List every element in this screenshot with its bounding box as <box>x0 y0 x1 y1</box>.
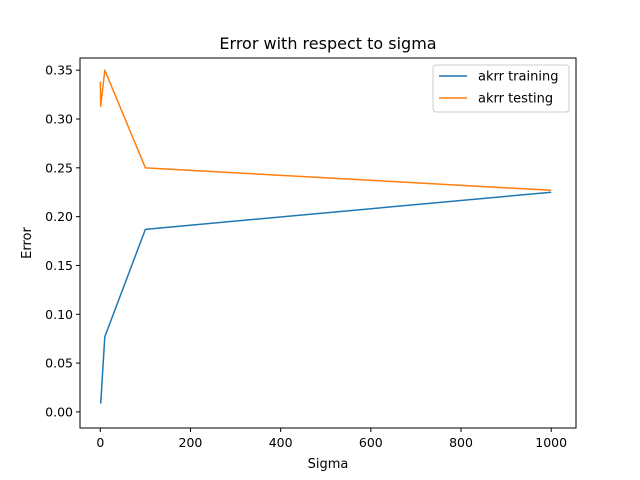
chart-title: Error with respect to sigma <box>219 34 436 53</box>
y-tick-label: 0.10 <box>45 307 73 322</box>
x-tick-label: 800 <box>449 435 473 450</box>
x-tick-label: 400 <box>269 435 293 450</box>
y-tick-label: 0.15 <box>45 258 73 273</box>
plot-area <box>80 58 576 428</box>
y-tick-label: 0.00 <box>45 404 73 419</box>
x-axis: 0 200 400 600 800 1000 <box>96 428 567 450</box>
plot-frame-border <box>79 57 577 429</box>
legend: akrr training akrr testing <box>432 64 570 113</box>
x-tick-label: 600 <box>359 435 383 450</box>
x-tick-label: 0 <box>96 435 104 450</box>
series-line-2 <box>99 69 552 192</box>
x-tick-label: 1000 <box>535 435 567 450</box>
y-axis-label: Error <box>20 227 35 259</box>
x-axis-label: Sigma <box>308 457 349 472</box>
legend-label: akrr testing <box>478 92 553 107</box>
y-tick-label: 0.20 <box>45 209 73 224</box>
legend-label: akrr training <box>478 70 558 85</box>
y-tick-label: 0.30 <box>45 112 73 127</box>
x-tick-label: 200 <box>179 435 203 450</box>
y-tick-label: 0.05 <box>45 356 73 371</box>
series-layer <box>99 69 552 404</box>
y-axis: 0.00 0.05 0.10 0.15 0.20 0.25 0.30 0.35 <box>45 63 80 419</box>
series-line-1 <box>99 191 552 404</box>
y-tick-label: 0.35 <box>45 63 73 78</box>
y-tick-label: 0.25 <box>45 160 73 175</box>
